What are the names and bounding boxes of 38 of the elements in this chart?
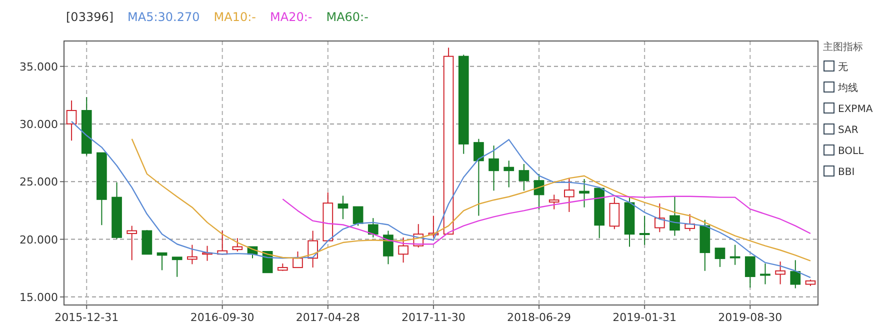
y-tick-label: 15.000 (20, 290, 58, 304)
chart-title: [03396] (66, 10, 114, 24)
candlestick (518, 164, 530, 192)
text: 均线 (837, 82, 858, 94)
text: EXPMA (838, 104, 873, 115)
x-tick-label: 2019-01-31 (612, 311, 677, 324)
candlestick (670, 196, 680, 236)
text: MA20:- (270, 10, 312, 24)
candlestick (66, 100, 77, 142)
text: MA5:30.270 (128, 10, 200, 24)
candlestick (790, 260, 801, 289)
text: MA10:- (214, 10, 256, 24)
candlestick (488, 145, 499, 192)
x-tick-label: 2015-12-31 (54, 311, 119, 324)
y-tick-label: 25.000 (20, 176, 58, 189)
candlestick (579, 178, 590, 208)
text: BBI (838, 167, 855, 178)
text: 无 (838, 62, 848, 73)
x-tick-label: 2016-09-30 (190, 311, 254, 324)
y-tick-label: 35.000 (20, 60, 58, 74)
y-tick-label: 20.000 (20, 233, 58, 246)
x-tick-label: 2017-04-28 (296, 311, 360, 324)
text: SAR (838, 125, 858, 136)
candlestick (458, 54, 469, 154)
x-tick-label: 2019-08-30 (718, 311, 782, 324)
text: BOLL (838, 146, 864, 157)
y-tick-label: 30.000 (20, 118, 58, 132)
legend-label: MA60:- (326, 10, 368, 24)
candlestick (775, 261, 786, 285)
x-tick-label: 2017-11-30 (401, 311, 466, 324)
candlestick (187, 244, 198, 265)
candlestick (126, 225, 138, 261)
text: 主图指标 (823, 41, 863, 53)
candlestick (564, 177, 574, 212)
candlestick (338, 195, 348, 220)
candlestick (504, 160, 514, 188)
candlestick (639, 215, 650, 246)
x-tick-label: 2018-06-29 (507, 311, 571, 324)
